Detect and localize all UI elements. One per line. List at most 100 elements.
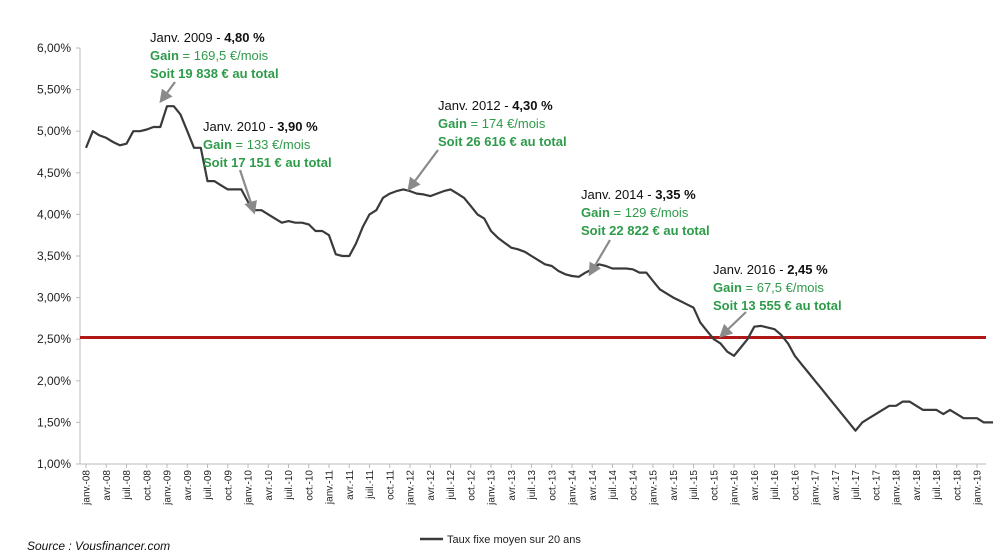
annotation-gain-label: Gain <box>150 48 179 63</box>
x-tick-label: juil.-08 <box>122 470 133 501</box>
x-tick-label: juil.-11 <box>365 470 376 500</box>
x-tick-label: janv.-11 <box>325 470 336 506</box>
x-tick-label: juil.-13 <box>527 470 538 501</box>
x-tick-label: janv.-18 <box>892 470 903 506</box>
x-tick-label: juil.-14 <box>608 470 619 501</box>
x-tick-label: janv.-08 <box>82 470 93 506</box>
x-tick-label: juil.-10 <box>284 470 295 501</box>
x-tick-label: janv.-14 <box>568 470 579 506</box>
annotation-total-value: Soit 19 838 € au total <box>150 66 279 81</box>
annotation-rate: 2,45 % <box>787 262 828 277</box>
annotation-date: Janv. 2010 - <box>203 119 277 134</box>
x-tick-label: juil.-17 <box>851 470 862 501</box>
x-tick-label: juil.-15 <box>689 470 700 501</box>
y-tick-label: 5,00% <box>37 124 71 138</box>
annotation-total-value: Soit 17 151 € au total <box>203 155 332 170</box>
x-tick-label: juil.-16 <box>770 470 781 501</box>
x-tick-label: oct.-17 <box>871 470 882 501</box>
y-tick-label: 4,00% <box>37 207 71 221</box>
annotation-arrow <box>588 239 611 277</box>
annotation-gain-value: = 67,5 €/mois <box>742 280 825 295</box>
x-tick-label: oct.-10 <box>304 470 315 501</box>
x-tick-label: oct.-13 <box>547 470 558 501</box>
x-tick-label: avr.-08 <box>102 470 113 501</box>
x-tick-label: janv.-10 <box>244 470 255 506</box>
annotation-rate: 3,35 % <box>655 187 696 202</box>
x-tick-label: juil.-09 <box>203 470 214 501</box>
x-tick-label: janv.-12 <box>406 470 417 506</box>
annotation-date: Janv. 2014 - <box>581 187 655 202</box>
x-tick-label: juil.-12 <box>446 470 457 501</box>
annotation-gain: Gain = 67,5 €/mois <box>713 280 824 295</box>
annotation-title: Janv. 2016 - 2,45 % <box>713 262 828 277</box>
annotation-gain-value: = 129 €/mois <box>610 205 689 220</box>
annotation-total: Soit 26 616 € au total <box>438 134 567 149</box>
y-tick-label: 2,00% <box>37 374 71 388</box>
y-tick-label: 5,50% <box>37 83 71 97</box>
annotation-total: Soit 22 822 € au total <box>581 223 710 238</box>
x-tick-label: oct.-16 <box>790 470 801 501</box>
x-tick-label: avr.-18 <box>912 470 923 501</box>
y-tick-label: 2,50% <box>37 332 71 346</box>
x-tick-label: avr.-09 <box>183 470 194 501</box>
annotation-total-value: Soit 13 555 € au total <box>713 298 842 313</box>
annotation-date: Janv. 2009 - <box>150 30 224 45</box>
x-tick-label: avr.-13 <box>507 470 518 501</box>
y-axis: 1,00% 1,50% 2,00% 2,50% 3,00% 3,50% 4,00% 4,50%… <box>37 41 81 471</box>
annotation-gain: Gain = 129 €/mois <box>581 205 689 220</box>
x-tick-label: oct.-14 <box>628 470 639 501</box>
annotation-date: Janv. 2012 - <box>438 98 512 113</box>
x-tick-label: oct.-15 <box>709 470 720 501</box>
y-tick-label: 1,50% <box>37 415 71 429</box>
annotation-arrow <box>159 81 176 104</box>
y-tick-label: 1,00% <box>37 457 71 471</box>
annotation-janv.-10: Janv. 2010 - 3,90 % Gain = 133 €/mois Soit… <box>203 119 332 215</box>
x-tick-label: avr.-15 <box>669 470 680 501</box>
annotation-title: Janv. 2010 - 3,90 % <box>203 119 318 134</box>
annotation-total-value: Soit 26 616 € au total <box>438 134 567 149</box>
x-tick-label: oct.-09 <box>223 470 234 501</box>
annotation-gain-label: Gain <box>438 116 467 131</box>
annotation-total: Soit 17 151 € au total <box>203 155 332 170</box>
annotation-title: Janv. 2014 - 3,35 % <box>581 187 696 202</box>
annotation-gain: Gain = 174 €/mois <box>438 116 546 131</box>
annotation-janv.-12: Janv. 2012 - 4,30 % Gain = 174 €/mois Soit… <box>407 98 567 192</box>
annotation-janv.-16: Janv. 2016 - 2,45 % Gain = 67,5 €/mois Soi… <box>713 262 842 338</box>
annotation-rate: 3,90 % <box>277 119 318 134</box>
x-axis: janv.-08 avr.-08 juil.-08 oct.-08 janv.-09 av… <box>80 463 993 506</box>
x-tick-label: juil.-18 <box>932 470 943 501</box>
y-tick-label: 4,50% <box>37 166 71 180</box>
x-tick-label: oct.-08 <box>142 470 153 501</box>
x-tick-label: avr.-17 <box>831 470 842 501</box>
annotation-gain-label: Gain <box>581 205 610 220</box>
x-tick-label: janv.-16 <box>730 470 741 506</box>
annotation-total: Soit 13 555 € au total <box>713 298 842 313</box>
x-tick-label: avr.-12 <box>426 470 437 501</box>
legend-label: Taux fixe moyen sur 20 ans <box>447 534 581 546</box>
x-tick-label: janv.-09 <box>163 470 174 506</box>
legend: Taux fixe moyen sur 20 ans <box>420 534 581 546</box>
annotation-gain-value: = 169,5 €/mois <box>179 48 269 63</box>
x-tick-label: oct.-12 <box>466 470 477 501</box>
annotation-arrow <box>719 311 747 338</box>
x-tick-label: janv.-19 <box>973 470 984 506</box>
x-tick-label: avr.-16 <box>750 470 761 501</box>
x-tick-label: oct.-11 <box>385 470 396 500</box>
annotation-total: Soit 19 838 € au total <box>150 66 279 81</box>
annotation-rate: 4,30 % <box>512 98 553 113</box>
annotation-gain-label: Gain <box>713 280 742 295</box>
annotation-gain: Gain = 169,5 €/mois <box>150 48 269 63</box>
x-tick-label: janv.-15 <box>649 470 660 506</box>
annotation-gain: Gain = 133 €/mois <box>203 137 311 152</box>
annotation-title: Janv. 2012 - 4,30 % <box>438 98 553 113</box>
annotation-rate: 4,80 % <box>224 30 265 45</box>
x-tick-label: janv.-17 <box>811 470 822 506</box>
x-tick-label: avr.-10 <box>264 470 275 501</box>
y-tick-label: 3,50% <box>37 249 71 263</box>
x-tick-label: janv.-13 <box>487 470 498 506</box>
x-tick-label: oct.-18 <box>952 470 963 501</box>
annotation-total-value: Soit 22 822 € au total <box>581 223 710 238</box>
annotation-layer: Janv. 2009 - 4,80 % Gain = 169,5 €/mois So… <box>150 30 842 338</box>
x-tick-label: avr.-11 <box>345 470 356 500</box>
